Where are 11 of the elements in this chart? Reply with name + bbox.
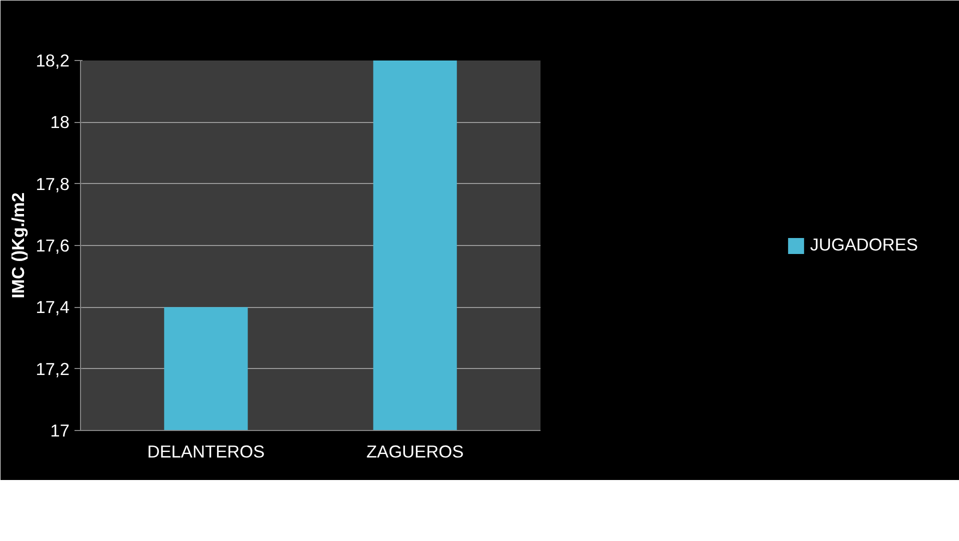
y-tick-label: 17,6 (36, 236, 70, 256)
y-tick-label: 17,4 (36, 297, 70, 318)
y-tick-label: 18 (50, 112, 70, 132)
x-tick-label: ZAGUEROS (366, 442, 464, 462)
y-tick-label: 17,8 (36, 174, 70, 194)
y-tick-label: 18,2 (36, 50, 70, 70)
x-tick-label: DELANTEROS (147, 442, 265, 462)
y-tick-label: 17 (50, 420, 70, 440)
legend-label: JUGADORES (810, 234, 918, 256)
y-axis-title: IMC ()Kg./m2 (8, 192, 28, 298)
y-tick-label: 17,2 (36, 358, 70, 379)
